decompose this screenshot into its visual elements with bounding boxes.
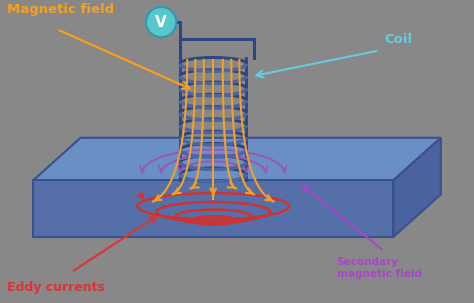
Circle shape: [146, 7, 176, 37]
Polygon shape: [33, 138, 441, 180]
Polygon shape: [33, 180, 393, 237]
Polygon shape: [393, 138, 441, 237]
Text: Coil: Coil: [384, 33, 412, 46]
Text: Magnetic field: Magnetic field: [7, 3, 114, 16]
Text: V: V: [155, 15, 167, 30]
Text: Secondary
magnetic field: Secondary magnetic field: [337, 258, 421, 279]
Text: Eddy currents: Eddy currents: [7, 281, 105, 294]
